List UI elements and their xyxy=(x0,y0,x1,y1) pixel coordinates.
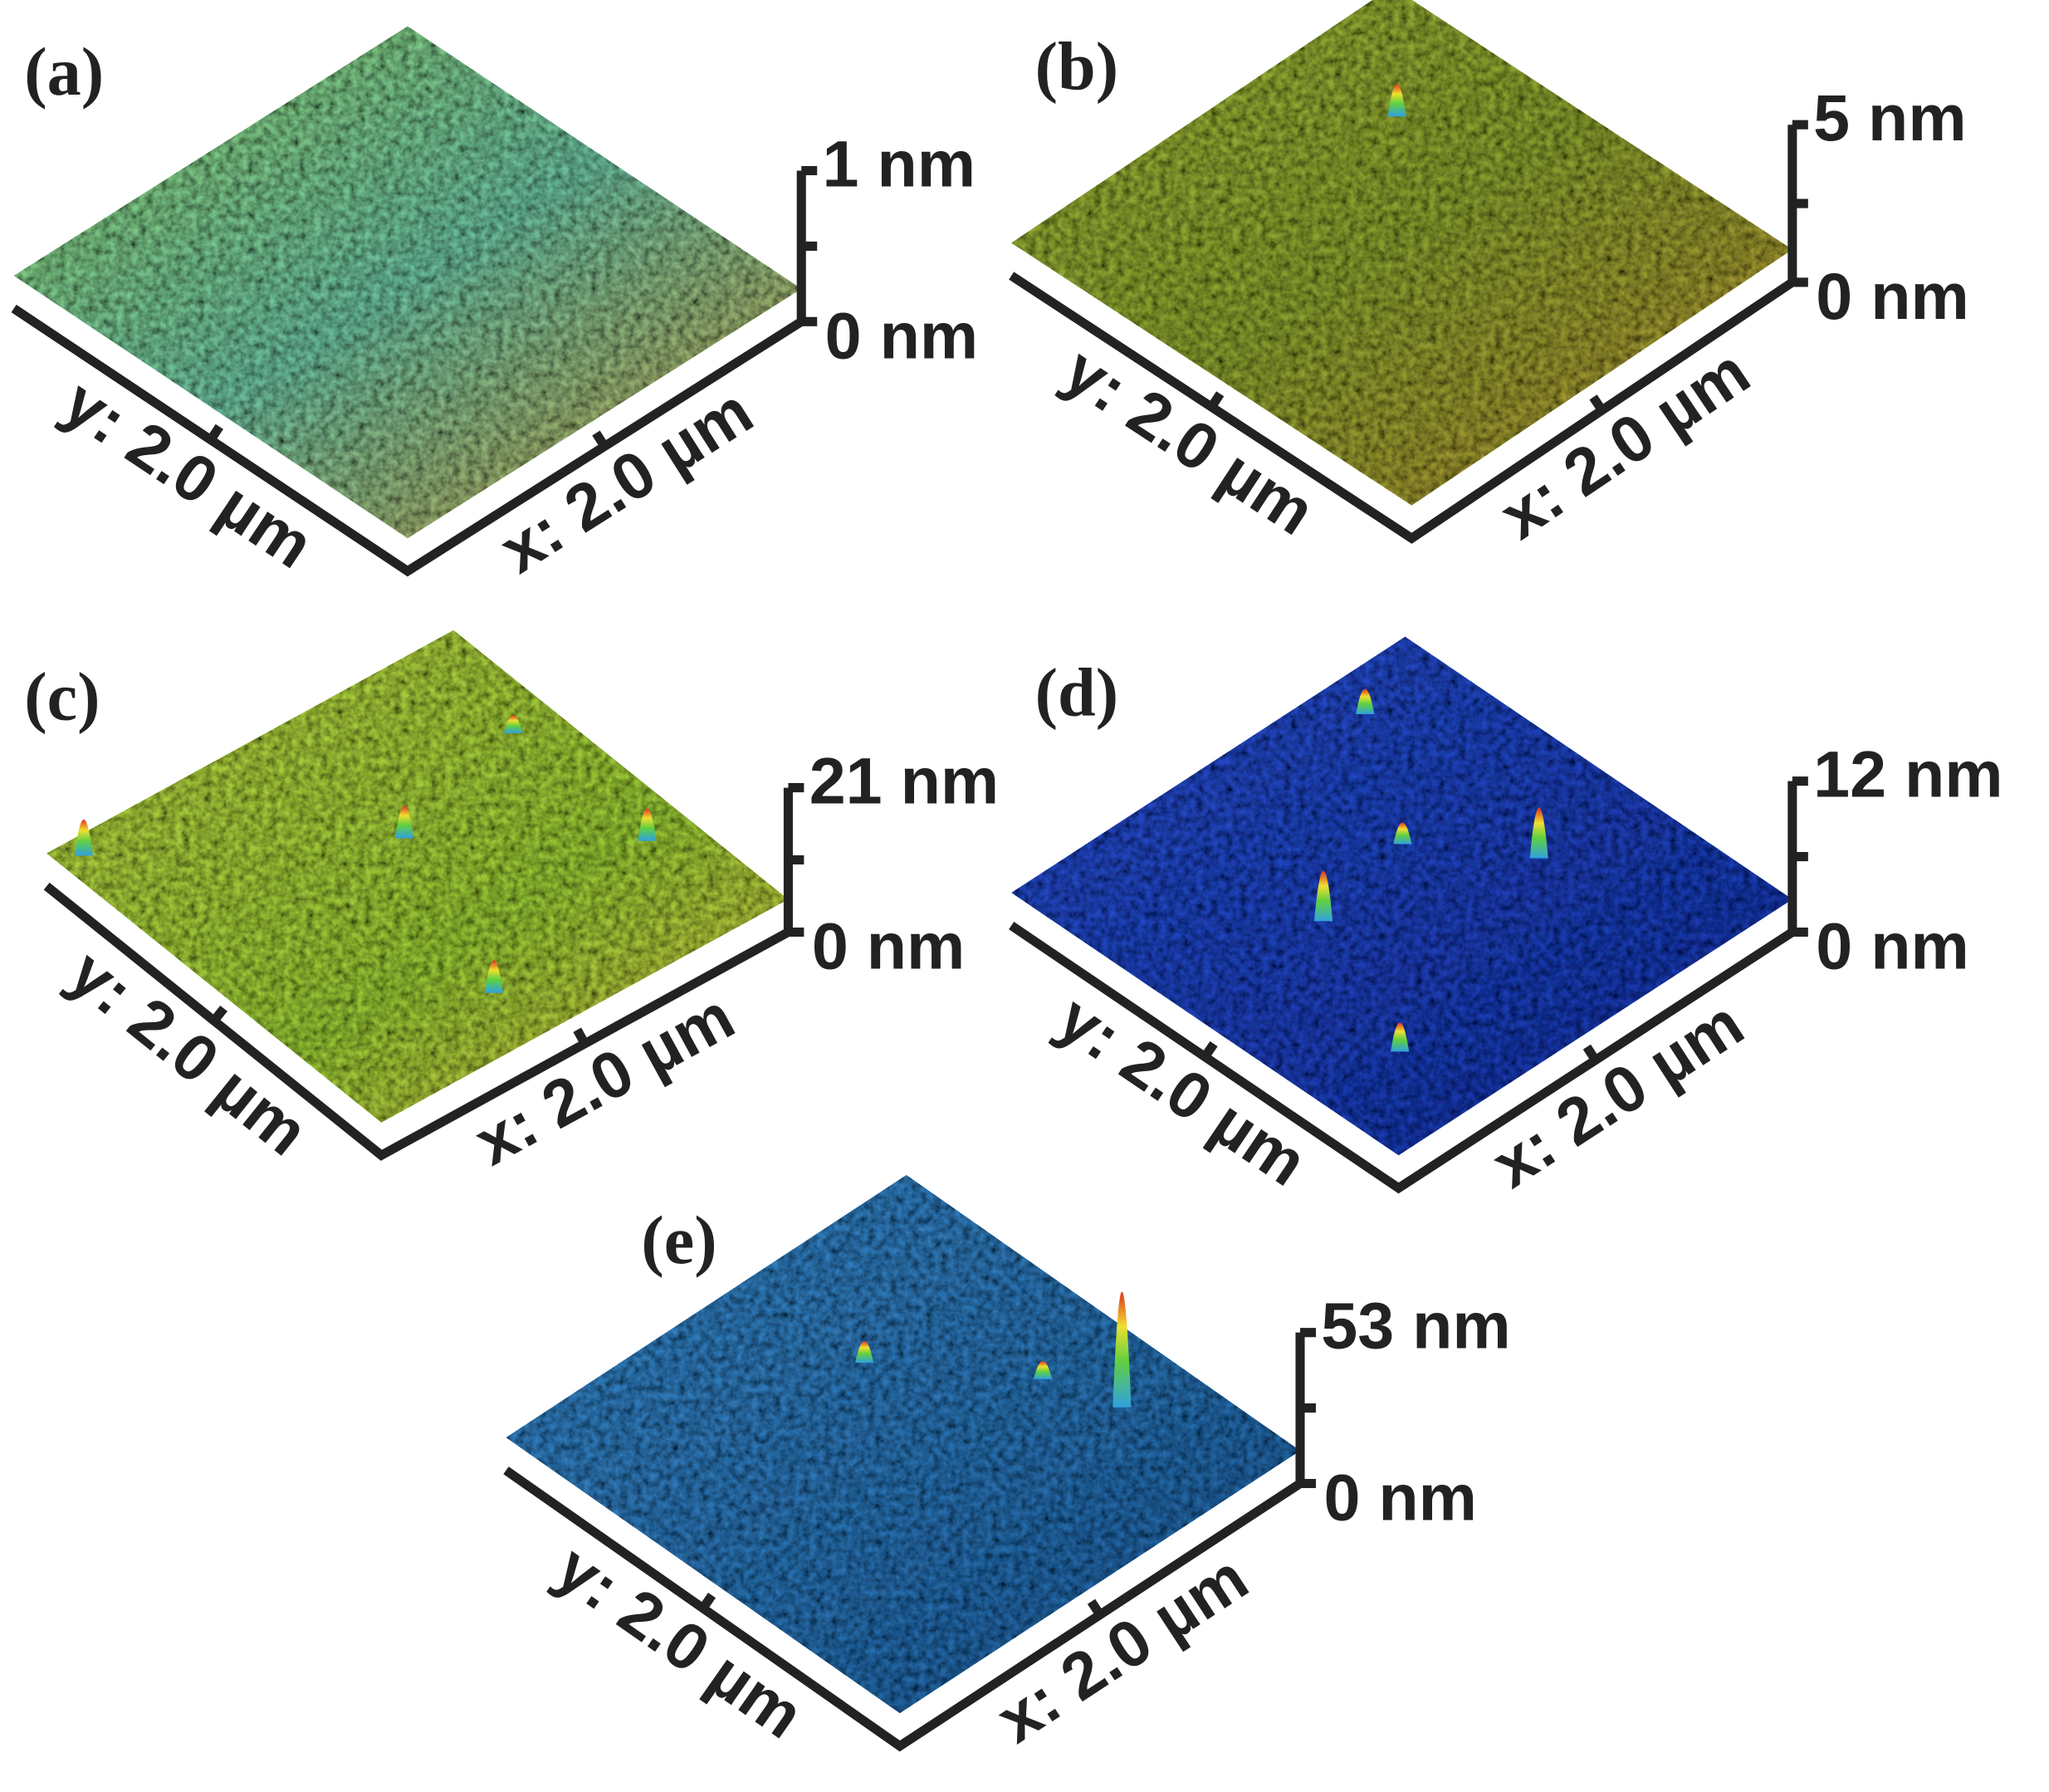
z-top-label: 1 nm xyxy=(823,126,976,200)
surface-peak xyxy=(1313,870,1333,922)
axis-tick xyxy=(573,1027,589,1046)
panel: (a)1 nm0 nmy: 2.0 µm x: 2.0 µm xyxy=(11,26,978,587)
z-bottom-label: 0 nm xyxy=(1816,259,1968,333)
axis-tick xyxy=(1207,391,1225,410)
panel: (e)53 nm0 nmy: 2.0 µm x: 2.0 µm xyxy=(503,1174,1511,1756)
axis-tick xyxy=(1589,394,1606,414)
surface-peak xyxy=(638,808,657,841)
z-top-label: 12 nm xyxy=(1813,737,2003,811)
surface-peak xyxy=(484,960,503,993)
panel: (c)21 nm0 nmy: 2.0 µm x: 2.0 µm xyxy=(24,629,999,1179)
panel-label: (d) xyxy=(1035,655,1118,731)
surface-peak xyxy=(1393,822,1412,845)
z-bottom-label: 0 nm xyxy=(1323,1461,1476,1535)
surface-peak xyxy=(1529,807,1548,859)
panel-label: (e) xyxy=(641,1202,716,1278)
axis-tick xyxy=(1201,1040,1218,1060)
z-bottom-label: 0 nm xyxy=(1816,909,1968,983)
afm-surface xyxy=(1011,0,1792,506)
z-top-label: 5 nm xyxy=(1813,81,1966,154)
surface-peak xyxy=(504,715,523,733)
panel-label: (b) xyxy=(1035,29,1118,105)
axis-tick xyxy=(699,1592,716,1611)
surface-peak xyxy=(1391,1022,1410,1052)
surface-peak xyxy=(855,1340,874,1364)
afm-surface xyxy=(1011,636,1792,1156)
panel-label: (a) xyxy=(24,34,104,110)
afm-surface xyxy=(46,629,789,1123)
z-top-label: 21 nm xyxy=(809,744,999,818)
panel: (d)12 nm0 nmy: 2.0 µm x: 2.0 µm xyxy=(1009,636,2003,1202)
panel-label: (c) xyxy=(24,659,100,734)
axis-tick xyxy=(1087,1599,1104,1618)
afm-surface xyxy=(506,1174,1300,1714)
axis-tick xyxy=(210,1005,227,1024)
panel: (b)5 nm0 nmy: 2.0 µm x: 2.0 µm xyxy=(1009,0,1969,553)
z-top-label: 53 nm xyxy=(1321,1289,1510,1363)
surface-peak xyxy=(394,805,414,839)
axis-tick xyxy=(1582,1044,1600,1063)
axis-tick xyxy=(592,430,609,449)
surface-peak xyxy=(1356,688,1375,715)
afm-surface xyxy=(13,26,802,539)
surface-peak xyxy=(1034,1361,1053,1379)
surface-peak xyxy=(1113,1291,1132,1408)
z-bottom-label: 0 nm xyxy=(825,299,978,373)
z-bottom-label: 0 nm xyxy=(812,909,965,983)
surface-peak xyxy=(74,819,93,856)
surface-peak xyxy=(1387,84,1406,117)
axis-tick xyxy=(207,424,223,443)
